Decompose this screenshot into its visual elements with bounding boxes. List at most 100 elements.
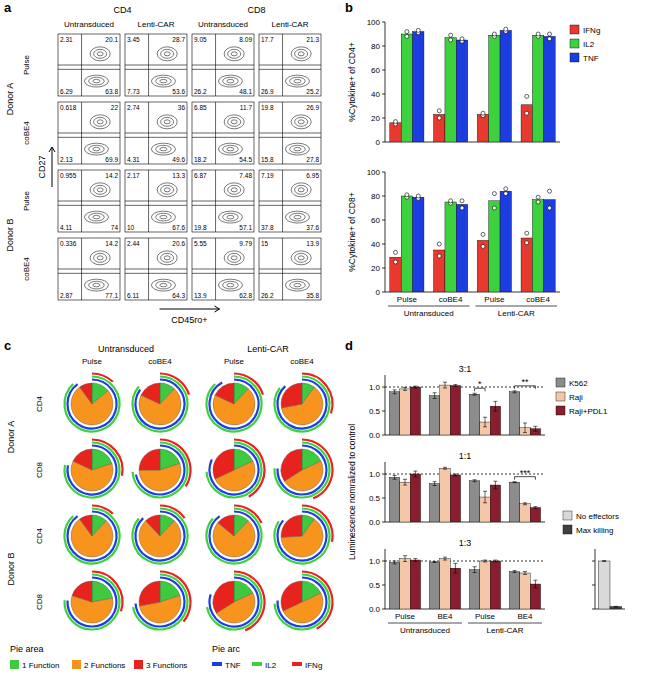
replicate-dot	[437, 116, 441, 120]
gate	[125, 269, 187, 270]
column-label: Untransduced	[64, 20, 114, 29]
contour	[164, 256, 170, 260]
legend-swatch	[72, 660, 81, 669]
legend-swatch	[563, 525, 572, 534]
quadrant-value: 6.11	[127, 292, 140, 299]
contour	[161, 49, 174, 58]
error-bar	[473, 567, 477, 573]
bar	[490, 561, 500, 609]
pie-arc	[278, 512, 327, 561]
error-bar	[602, 560, 606, 562]
gate	[58, 69, 120, 70]
gate	[259, 201, 321, 202]
group-line	[476, 306, 558, 307]
contour	[223, 77, 239, 85]
contour	[295, 253, 308, 262]
contour	[227, 147, 234, 150]
quadrant-value: 6.95	[306, 172, 319, 179]
bar	[521, 105, 532, 142]
quadrant-value: 20.1	[105, 36, 118, 43]
pie-arc	[302, 440, 332, 499]
error-bar	[523, 503, 527, 505]
contour	[227, 283, 234, 286]
replicate-dot	[548, 189, 552, 193]
flow-plot	[259, 34, 321, 96]
bar	[532, 35, 543, 142]
contour	[90, 251, 110, 265]
quadrant-value: 2.44	[127, 240, 140, 247]
bar	[477, 240, 488, 292]
error-bar	[453, 474, 457, 476]
y-tick	[382, 561, 385, 562]
quadrant-value: 28.7	[172, 36, 185, 43]
quadrant-value: 9.05	[194, 36, 207, 43]
error-bar	[413, 559, 417, 562]
pie-slice	[139, 449, 160, 470]
error-bar	[413, 386, 417, 388]
panel-label: b	[345, 0, 353, 15]
gate	[192, 69, 254, 70]
contour	[84, 211, 108, 223]
y-axis	[385, 462, 386, 522]
bar	[434, 250, 445, 292]
bar	[390, 257, 401, 292]
y-tick	[382, 268, 385, 269]
legend-swatch	[570, 25, 579, 34]
flow-plot	[58, 102, 120, 164]
plot-area	[385, 556, 545, 609]
legend-title: Pie area	[10, 644, 44, 654]
replicate-dot	[416, 28, 420, 32]
bar	[456, 40, 467, 142]
group-label: Lenti-CAR	[487, 626, 524, 635]
quadrant-value: 48.1	[239, 88, 252, 95]
legend-label: IL2	[265, 661, 277, 670]
column-label: coBE4	[290, 357, 314, 366]
legend-swatch	[212, 662, 222, 666]
contour	[231, 188, 237, 192]
bar	[440, 468, 450, 522]
error-bar	[473, 480, 477, 482]
quadrant-value: 13.3	[172, 172, 185, 179]
legend-label: 3 Functions	[146, 661, 187, 670]
legend-label: IFNg	[305, 661, 322, 670]
contour	[224, 251, 244, 265]
bar	[450, 475, 460, 522]
chart-title: 3:1	[459, 364, 472, 374]
plot-area	[385, 467, 545, 522]
flow-plot	[192, 170, 254, 232]
legend-label: 2 Functions	[84, 661, 125, 670]
bar	[445, 38, 456, 142]
replicate-dot	[405, 193, 409, 197]
pie-arc	[65, 509, 120, 564]
quadrant-value: 77.1	[105, 292, 118, 299]
legend-label: Raji	[569, 393, 583, 402]
pie-arc	[132, 509, 187, 564]
pie-arc	[209, 512, 258, 561]
quadrant-value: 6.85	[194, 104, 207, 111]
quadrant-value: 26.9	[306, 104, 319, 111]
contour	[228, 185, 241, 194]
replicate-dot	[548, 32, 552, 36]
legend-swatch	[556, 378, 565, 387]
contour	[160, 147, 167, 150]
error-bar	[433, 393, 437, 399]
flow-plot	[259, 102, 321, 164]
replicate-dot	[548, 37, 552, 41]
contour	[160, 283, 167, 286]
quadrant-value: 18.2	[194, 156, 207, 163]
bar	[509, 482, 519, 522]
contour	[161, 185, 174, 194]
replicate-dot	[449, 38, 453, 42]
replicate-dot	[504, 187, 508, 191]
bar	[401, 196, 412, 292]
pie-arc	[67, 512, 116, 561]
gate	[259, 65, 321, 66]
row-label: CD4	[35, 395, 44, 412]
replicate-dot	[394, 250, 398, 254]
pie-arc	[234, 572, 264, 631]
flow-plot	[58, 238, 120, 300]
gate	[192, 201, 254, 202]
y-tick	[382, 498, 385, 499]
contour	[94, 49, 107, 58]
quadrant-value: 19.8	[194, 224, 207, 231]
